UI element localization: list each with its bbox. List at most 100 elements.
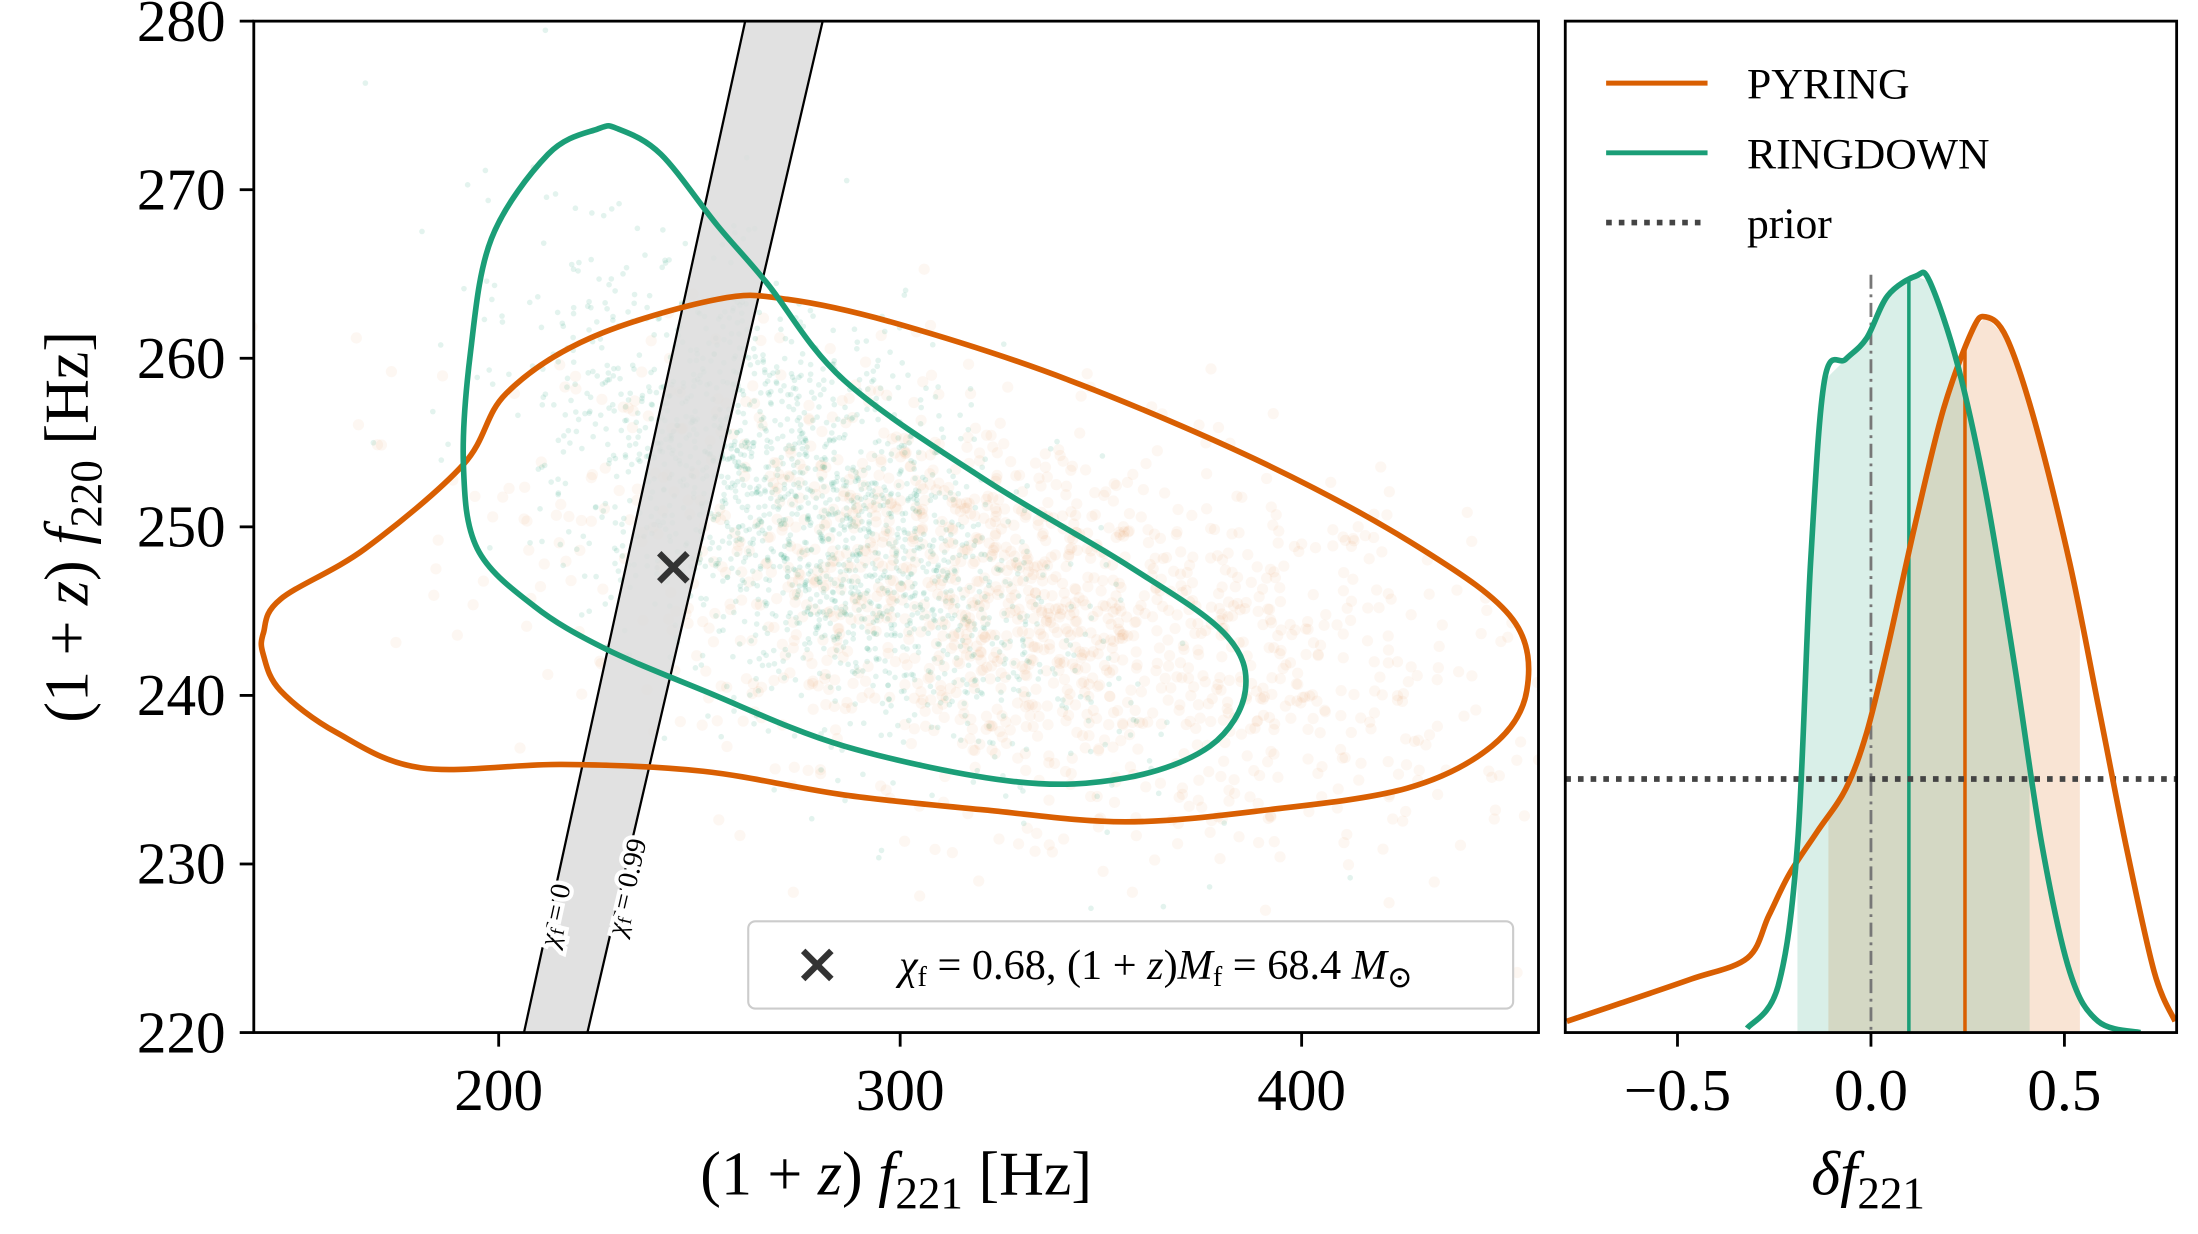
posterior-sample — [682, 240, 689, 247]
posterior-sample — [1003, 617, 1010, 624]
posterior-sample — [1250, 685, 1263, 697]
posterior-sample — [1256, 583, 1269, 595]
posterior-sample — [908, 671, 915, 678]
posterior-sample — [973, 455, 986, 467]
posterior-sample — [914, 890, 926, 902]
posterior-sample — [784, 565, 791, 571]
posterior-sample — [782, 646, 789, 653]
posterior-sample — [734, 530, 741, 536]
posterior-sample — [871, 501, 883, 513]
posterior-sample — [751, 523, 758, 530]
posterior-sample — [826, 511, 832, 518]
posterior-sample — [926, 542, 933, 549]
credible-interval-ringdown — [1797, 276, 2030, 1033]
posterior-sample — [832, 598, 839, 604]
posterior-sample — [726, 534, 733, 540]
posterior-sample — [1205, 552, 1217, 564]
posterior-sample — [795, 588, 802, 594]
posterior-sample — [1223, 784, 1235, 796]
posterior-sample — [1311, 695, 1323, 707]
posterior-sample — [886, 574, 893, 580]
posterior-sample — [598, 503, 611, 515]
posterior-sample — [870, 488, 876, 494]
posterior-sample — [964, 733, 976, 745]
posterior-sample — [1257, 709, 1270, 721]
posterior-sample — [1088, 615, 1095, 621]
posterior-sample — [914, 610, 921, 616]
posterior-sample — [982, 575, 989, 582]
posterior-sample — [910, 556, 916, 562]
posterior-sample — [1248, 765, 1260, 777]
posterior-sample — [910, 509, 923, 522]
posterior-sample — [1116, 717, 1129, 730]
posterior-sample — [911, 604, 918, 610]
posterior-sample — [942, 598, 955, 610]
posterior-sample — [728, 445, 735, 452]
posterior-sample — [776, 473, 789, 486]
posterior-sample — [1066, 460, 1079, 472]
posterior-sample — [994, 561, 1006, 574]
legend-box — [747, 920, 1515, 1010]
posterior-sample — [1151, 657, 1163, 669]
posterior-sample — [1060, 596, 1072, 608]
posterior-sample — [895, 580, 907, 593]
posterior-sample — [1216, 651, 1228, 663]
posterior-sample — [933, 477, 945, 489]
posterior-sample — [961, 628, 973, 641]
posterior-sample — [1348, 535, 1360, 547]
posterior-sample — [1376, 689, 1388, 701]
posterior-sample — [875, 585, 888, 597]
posterior-sample — [1001, 564, 1013, 577]
posterior-sample — [829, 379, 835, 385]
posterior-sample — [1466, 535, 1478, 547]
posterior-sample — [875, 416, 881, 423]
posterior-sample — [833, 478, 840, 485]
posterior-sample — [755, 488, 761, 495]
posterior-sample — [969, 510, 981, 522]
posterior-sample — [792, 567, 799, 573]
posterior-sample — [1197, 670, 1209, 682]
posterior-sample — [956, 737, 969, 749]
posterior-sample — [1002, 381, 1014, 393]
posterior-sample — [1025, 691, 1032, 698]
posterior-sample — [907, 433, 914, 440]
posterior-sample — [794, 459, 801, 466]
posterior-sample — [1092, 821, 1105, 833]
posterior-sample — [783, 555, 789, 562]
posterior-sample — [767, 495, 774, 502]
posterior-sample — [1111, 705, 1124, 717]
posterior-sample — [835, 544, 841, 551]
posterior-sample — [724, 519, 730, 526]
posterior-sample — [773, 379, 780, 385]
posterior-sample — [760, 558, 772, 570]
posterior-sample — [747, 540, 754, 546]
posterior-sample — [781, 355, 788, 362]
posterior-sample — [949, 698, 955, 705]
posterior-sample — [728, 526, 735, 533]
posterior-sample — [893, 478, 905, 491]
posterior-sample — [853, 667, 865, 679]
posterior-sample — [807, 519, 814, 526]
posterior-sample — [1214, 852, 1226, 865]
posterior-sample — [1142, 536, 1155, 549]
posterior-sample — [1347, 874, 1353, 881]
posterior-sample — [968, 402, 975, 408]
posterior-sample — [1040, 614, 1053, 627]
posterior-sample — [711, 715, 723, 727]
posterior-sample — [1110, 590, 1122, 602]
posterior-sample — [884, 498, 891, 505]
posterior-sample — [847, 720, 854, 727]
posterior-sample — [1531, 676, 1539, 689]
posterior-sample — [1079, 742, 1091, 754]
posterior-sample — [802, 451, 808, 458]
posterior-sample — [648, 401, 655, 408]
y-tick-label: 260 — [137, 325, 226, 391]
posterior-sample — [735, 498, 742, 505]
posterior-sample — [815, 768, 827, 780]
posterior-sample — [818, 537, 825, 544]
posterior-sample — [831, 401, 838, 408]
posterior-sample — [1009, 603, 1016, 610]
posterior-sample — [923, 596, 930, 602]
posterior-sample — [709, 607, 721, 620]
posterior-sample — [772, 482, 784, 494]
